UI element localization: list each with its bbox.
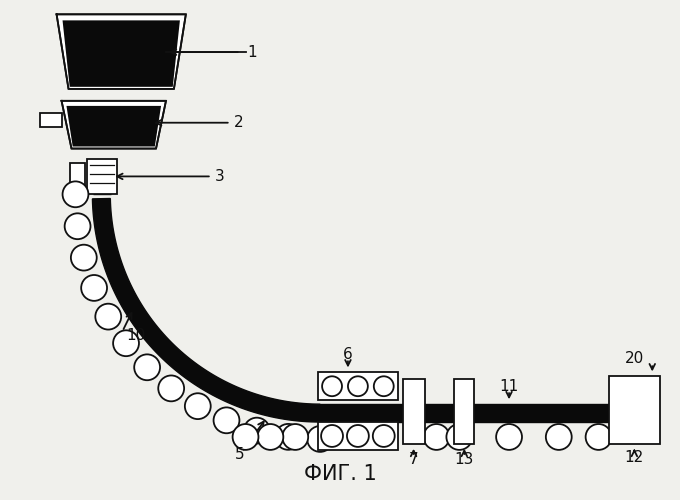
Circle shape [113, 330, 139, 356]
Bar [403, 380, 424, 444]
Circle shape [233, 424, 258, 450]
Text: 10: 10 [126, 328, 146, 343]
Circle shape [65, 214, 90, 239]
Circle shape [585, 424, 611, 450]
Bar [39, 113, 62, 126]
Polygon shape [92, 198, 320, 422]
Bar [88, 158, 117, 194]
Circle shape [258, 424, 284, 450]
Circle shape [322, 376, 342, 396]
Bar [318, 422, 398, 450]
Bar [69, 164, 86, 188]
Circle shape [546, 424, 572, 450]
Polygon shape [63, 22, 179, 86]
Circle shape [81, 275, 107, 301]
Circle shape [185, 393, 211, 419]
Circle shape [275, 424, 301, 450]
Circle shape [321, 425, 343, 447]
Polygon shape [67, 107, 160, 146]
Circle shape [95, 304, 121, 330]
Text: ФИГ. 1: ФИГ. 1 [304, 464, 376, 484]
Bar [609, 376, 660, 444]
Text: 5: 5 [235, 448, 245, 462]
Text: 11: 11 [499, 378, 519, 394]
Circle shape [134, 354, 160, 380]
Circle shape [214, 408, 239, 434]
Text: 6: 6 [343, 347, 353, 362]
Circle shape [373, 425, 394, 447]
Polygon shape [62, 101, 166, 148]
Circle shape [63, 182, 88, 207]
Circle shape [347, 425, 369, 447]
Circle shape [424, 424, 449, 450]
Circle shape [244, 418, 270, 444]
Polygon shape [56, 14, 186, 89]
Circle shape [71, 244, 97, 270]
Text: 13: 13 [455, 452, 474, 468]
Circle shape [446, 424, 473, 450]
Circle shape [282, 424, 308, 450]
Text: 2: 2 [234, 115, 243, 130]
Text: 20: 20 [625, 351, 644, 366]
Bar [318, 372, 398, 400]
Bar [454, 380, 474, 444]
Polygon shape [320, 404, 611, 422]
Text: 3: 3 [215, 169, 224, 184]
Circle shape [348, 376, 368, 396]
Text: 1: 1 [248, 44, 257, 60]
Circle shape [374, 376, 394, 396]
Text: 7: 7 [409, 452, 418, 468]
Circle shape [158, 376, 184, 402]
Text: 12: 12 [625, 450, 644, 466]
Circle shape [307, 426, 333, 452]
Circle shape [496, 424, 522, 450]
